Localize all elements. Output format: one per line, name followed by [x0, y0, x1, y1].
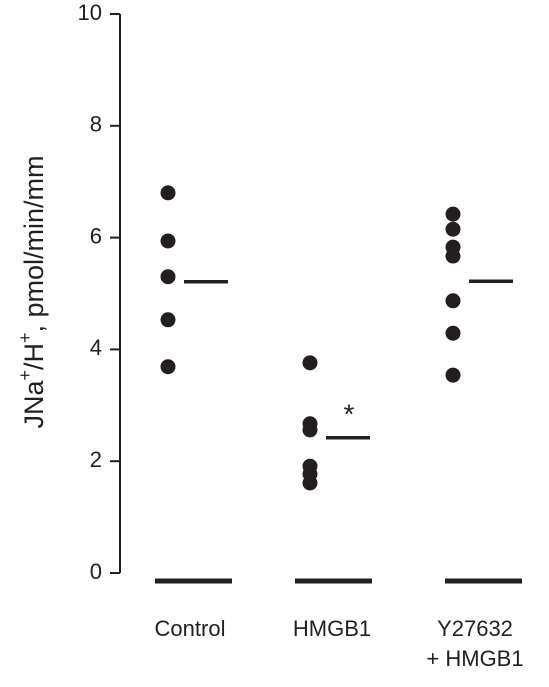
- x-tick-label: Y27632 + HMGB1: [426, 616, 524, 671]
- data-point: [160, 269, 176, 285]
- y-tick-label: 8: [90, 112, 102, 137]
- data-point: [302, 475, 318, 491]
- y-tick-label: 4: [90, 335, 102, 360]
- y-tick-label: 10: [78, 0, 102, 25]
- y-tick-label: 6: [90, 223, 102, 248]
- data-point: [445, 248, 461, 264]
- y-label-sup: +: [15, 370, 35, 381]
- data-point: [445, 293, 461, 309]
- data-point: [160, 312, 176, 328]
- data-point: [160, 185, 176, 201]
- y-label-sup: +: [15, 332, 35, 343]
- data-point: [445, 325, 461, 341]
- x-tick-label: Control: [154, 616, 226, 641]
- y-label-part: JNa: [19, 380, 49, 429]
- data-point: [445, 206, 461, 222]
- significance-mark: *: [344, 398, 355, 429]
- y-tick-label: 2: [90, 447, 102, 472]
- data-point: [445, 367, 461, 383]
- data-point: [302, 355, 318, 371]
- y-label-part: /H: [19, 343, 49, 370]
- x-tick-label: HMGB1: [292, 616, 372, 641]
- data-point: [160, 359, 176, 375]
- y-label-part: , pmol/min/mm: [19, 155, 49, 332]
- data-point: [160, 233, 176, 249]
- data-point: [445, 221, 461, 237]
- y-axis-label: JNa+/H+, pmol/min/mm: [15, 155, 49, 428]
- data-point: [302, 422, 318, 438]
- y-tick-label: 0: [90, 559, 102, 584]
